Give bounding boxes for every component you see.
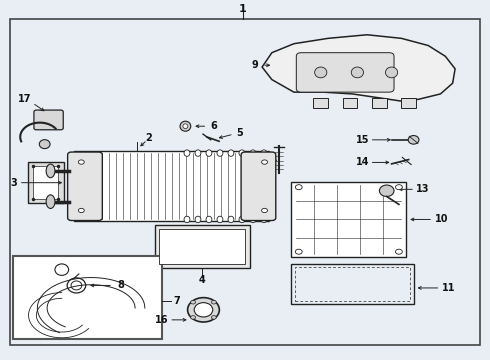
Bar: [292, 182, 406, 257]
Text: 17: 17: [19, 94, 32, 104]
Ellipse shape: [408, 135, 419, 144]
Text: 12: 12: [243, 155, 257, 165]
Ellipse shape: [188, 298, 220, 322]
Ellipse shape: [78, 208, 84, 213]
Bar: [314, 98, 328, 108]
FancyBboxPatch shape: [296, 53, 394, 92]
Ellipse shape: [195, 150, 201, 156]
Text: 16: 16: [155, 315, 169, 325]
Ellipse shape: [250, 150, 256, 156]
Ellipse shape: [183, 124, 188, 129]
Bar: [292, 264, 414, 304]
FancyBboxPatch shape: [34, 110, 63, 130]
Ellipse shape: [217, 150, 223, 156]
Text: 11: 11: [442, 283, 456, 293]
Text: 10: 10: [435, 215, 448, 224]
Ellipse shape: [250, 216, 256, 223]
Text: 6: 6: [210, 121, 217, 131]
Text: 3: 3: [10, 178, 17, 188]
Ellipse shape: [211, 300, 216, 304]
Bar: [27, 162, 64, 203]
Ellipse shape: [191, 316, 196, 319]
Bar: [401, 98, 416, 108]
Ellipse shape: [239, 216, 245, 223]
Text: 2: 2: [146, 133, 152, 143]
Bar: [33, 166, 58, 199]
Ellipse shape: [295, 185, 302, 190]
Text: 13: 13: [416, 184, 429, 194]
Ellipse shape: [184, 216, 190, 223]
Ellipse shape: [395, 185, 402, 190]
Ellipse shape: [228, 150, 234, 156]
Ellipse shape: [386, 67, 398, 78]
Ellipse shape: [217, 216, 223, 223]
FancyBboxPatch shape: [241, 152, 276, 221]
Ellipse shape: [78, 160, 84, 164]
Polygon shape: [262, 35, 455, 101]
Ellipse shape: [180, 121, 191, 131]
Ellipse shape: [195, 216, 201, 223]
Ellipse shape: [228, 216, 234, 223]
Bar: [295, 267, 410, 301]
Bar: [372, 98, 387, 108]
Bar: [13, 256, 162, 338]
Ellipse shape: [262, 208, 268, 213]
Ellipse shape: [239, 150, 245, 156]
Ellipse shape: [395, 249, 402, 254]
Bar: [159, 229, 245, 264]
Ellipse shape: [351, 67, 364, 78]
Ellipse shape: [379, 185, 394, 197]
Ellipse shape: [194, 303, 213, 317]
Text: 5: 5: [237, 128, 244, 138]
Text: 4: 4: [199, 275, 206, 285]
Ellipse shape: [206, 216, 212, 223]
Text: 9: 9: [251, 60, 258, 70]
Ellipse shape: [39, 140, 50, 149]
Ellipse shape: [261, 216, 267, 223]
Ellipse shape: [46, 195, 55, 208]
Bar: [74, 151, 270, 221]
Ellipse shape: [46, 164, 55, 178]
Ellipse shape: [261, 150, 267, 156]
Ellipse shape: [191, 300, 196, 304]
Text: 1: 1: [239, 4, 246, 14]
Ellipse shape: [206, 150, 212, 156]
Ellipse shape: [211, 316, 216, 319]
Ellipse shape: [295, 249, 302, 254]
Text: 8: 8: [117, 280, 124, 291]
Bar: [155, 225, 250, 268]
Text: 7: 7: [173, 296, 180, 306]
FancyBboxPatch shape: [68, 152, 102, 221]
Ellipse shape: [315, 67, 327, 78]
Text: 15: 15: [356, 135, 369, 145]
Ellipse shape: [262, 160, 268, 164]
Ellipse shape: [184, 150, 190, 156]
Text: 14: 14: [356, 157, 369, 167]
Bar: [343, 98, 357, 108]
